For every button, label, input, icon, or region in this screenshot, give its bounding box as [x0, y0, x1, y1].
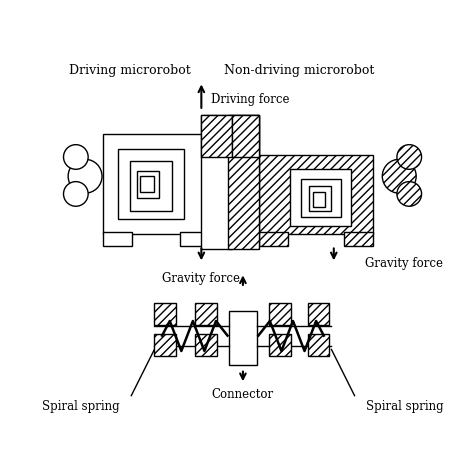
- Bar: [201, 115, 232, 249]
- Bar: [259, 155, 373, 234]
- Bar: [180, 232, 209, 246]
- Text: Gravity force: Gravity force: [365, 257, 443, 270]
- Text: Gravity force: Gravity force: [162, 273, 240, 285]
- Text: Driving microrobot: Driving microrobot: [69, 64, 191, 77]
- Bar: [308, 303, 329, 325]
- Bar: [228, 115, 259, 249]
- Circle shape: [64, 182, 88, 206]
- Bar: [103, 134, 210, 234]
- Text: Non-driving microrobot: Non-driving microrobot: [224, 64, 374, 77]
- Text: Connector: Connector: [212, 388, 274, 401]
- Circle shape: [397, 145, 421, 169]
- Bar: [232, 115, 259, 157]
- Bar: [140, 176, 154, 191]
- Bar: [269, 334, 291, 356]
- Bar: [155, 334, 176, 356]
- Circle shape: [383, 159, 416, 193]
- Circle shape: [397, 182, 421, 206]
- Bar: [313, 191, 325, 207]
- Bar: [103, 232, 132, 246]
- Bar: [118, 149, 183, 219]
- Bar: [137, 171, 159, 198]
- Text: Spiral spring: Spiral spring: [366, 400, 444, 412]
- Bar: [269, 303, 291, 325]
- Bar: [229, 311, 257, 365]
- Bar: [232, 115, 259, 188]
- Circle shape: [64, 145, 88, 169]
- Bar: [301, 179, 341, 217]
- Bar: [155, 303, 176, 325]
- Bar: [309, 186, 331, 211]
- Bar: [308, 334, 329, 356]
- Bar: [344, 232, 373, 246]
- Text: Spiral spring: Spiral spring: [42, 400, 120, 412]
- Circle shape: [68, 159, 102, 193]
- Bar: [195, 303, 217, 325]
- Bar: [130, 161, 172, 211]
- Bar: [290, 169, 352, 226]
- Bar: [201, 115, 232, 157]
- Bar: [195, 334, 217, 356]
- Text: Driving force: Driving force: [210, 93, 289, 106]
- Bar: [259, 232, 288, 246]
